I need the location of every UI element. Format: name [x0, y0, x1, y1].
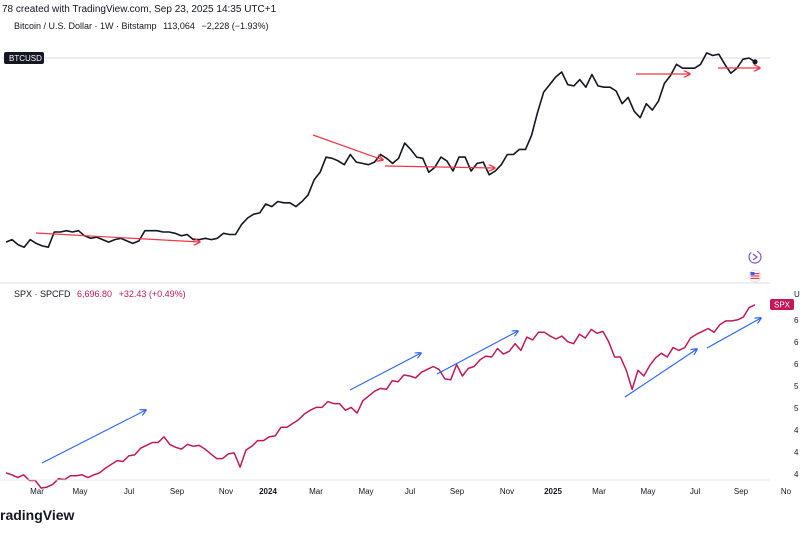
time-axis-label: Nov: [219, 487, 233, 496]
spx-scale-label: 5: [794, 404, 799, 413]
time-axis-label: May: [640, 487, 655, 496]
btc-trend-arrows: [35, 68, 760, 242]
time-axis-label: Sep: [450, 487, 465, 496]
time-axis-label: 2024: [259, 487, 277, 496]
spx-legend-value: 6,696.80: [77, 289, 112, 299]
spx-legend-title: SPX · SPCFD: [14, 289, 71, 299]
spx-scale-label: U: [794, 290, 800, 299]
time-axis[interactable]: Mar May Jul Sep Nov 2024 Mar May Jul Sep Nov 2025 Ma…: [30, 487, 792, 496]
btc-price-tag-label: BTCUSD: [9, 54, 42, 63]
btc-price-line-series: [5, 52, 756, 248]
btc-legend-value: 113,064: [163, 21, 195, 31]
spx-trend-arrows: [41, 318, 761, 464]
time-axis-label: Jul: [690, 487, 700, 496]
spx-scale-label: 6: [794, 360, 799, 369]
btc-legend: Bitcoin / U.S. Dollar · 1W · Bitstamp 11…: [14, 21, 269, 31]
spx-arrow-3: [436, 331, 518, 375]
time-axis-label: Jul: [405, 487, 415, 496]
time-axis-label: Mar: [30, 487, 44, 496]
spx-legend: SPX · SPCFD 6,696.80 +32.43 (+0.49%): [14, 289, 186, 299]
spx-legend-change: +32.43 (+0.49%): [119, 289, 186, 299]
time-axis-label: Mar: [592, 487, 606, 496]
spx-scale-label: 4: [794, 448, 799, 457]
spx-price-tag-label: SPX: [774, 301, 791, 310]
spx-scale-label: 6: [794, 338, 799, 347]
spx-scale-label: 4: [794, 426, 799, 435]
spx-arrow-4: [624, 349, 697, 398]
btc-arrow-3: [384, 166, 495, 168]
btc-price-tag[interactable]: [4, 52, 44, 64]
time-axis-label: Jul: [124, 487, 134, 496]
time-axis-label: May: [358, 487, 373, 496]
sync-icon[interactable]: [748, 250, 762, 264]
spx-price-scale: U 6 6 6 5 5 4 4 4: [794, 290, 800, 479]
chart-credit: 78 created with TradingView.com, Sep 23,…: [2, 4, 277, 15]
time-axis-label: May: [72, 487, 87, 496]
btc-last-point: [752, 59, 758, 65]
spx-price-line-series: [5, 304, 756, 489]
btc-legend-title: Bitcoin / U.S. Dollar · 1W · Bitstamp: [14, 21, 157, 31]
time-axis-label: Mar: [309, 487, 323, 496]
spx-scale-label: 6: [794, 316, 799, 325]
spx-scale-label: 4: [794, 470, 799, 479]
flag-icon[interactable]: [748, 269, 762, 283]
spx-price-tag[interactable]: [770, 299, 794, 310]
brand-wordmark: radingView: [0, 507, 75, 523]
btc-arrow-1: [35, 232, 200, 242]
time-axis-label: No: [781, 487, 792, 496]
spx-arrow-5: [706, 318, 761, 349]
btc-price-scale: [0, 38, 2, 263]
btc-legend-change: −2,228 (−1.93%): [201, 21, 268, 31]
time-axis-label: Sep: [170, 487, 185, 496]
spx-scale-label: 5: [794, 382, 799, 391]
btc-arrow-2: [312, 134, 383, 160]
time-axis-label: Nov: [500, 487, 514, 496]
spx-arrow-2: [349, 353, 421, 391]
time-axis-label: Sep: [734, 487, 749, 496]
spx-arrow-1: [41, 410, 146, 464]
time-axis-label: 2025: [544, 487, 562, 496]
